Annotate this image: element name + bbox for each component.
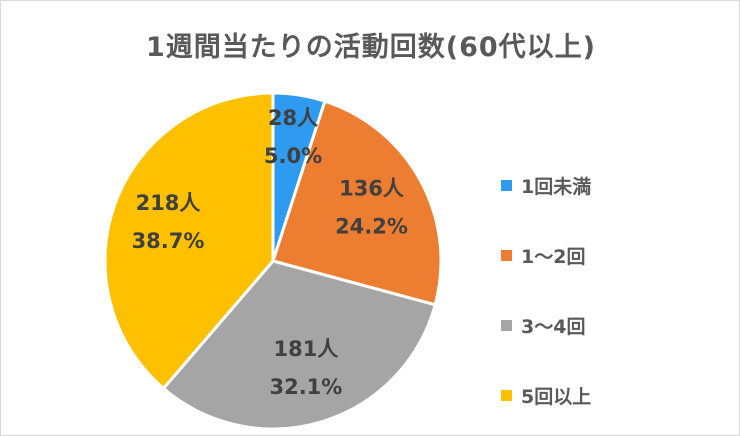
- legend-entry-1: 1回未満: [501, 173, 592, 198]
- legend-label-3: 3～4回: [521, 315, 586, 338]
- slice-percent-label-3: 32.1%: [269, 375, 342, 399]
- slice-count-label-2: 136人: [339, 177, 404, 201]
- slice-percent-label-2: 24.2%: [335, 215, 408, 239]
- legend: 1回未満 1～2回 3～4回 5回以上: [501, 173, 592, 435]
- legend-swatch-2: [501, 249, 512, 261]
- pie-slice-3: [161, 259, 437, 431]
- legend-entry-2: 1～2回: [501, 243, 591, 268]
- pie-slice-4: [103, 91, 275, 390]
- legend-swatch-1: [501, 179, 512, 191]
- slice-count-label-1: 28人: [268, 106, 318, 130]
- pie-slice-2: [271, 99, 443, 307]
- legend-label-1: 1回未満: [521, 175, 592, 198]
- chart-title: 1週間当たりの活動回数(60代以上): [145, 32, 597, 63]
- legend-swatch-3: [501, 319, 512, 331]
- legend-label-2: 1～2回: [521, 245, 586, 268]
- legend-label-4: 5回以上: [521, 385, 592, 408]
- slice-count-label-4: 218人: [136, 191, 201, 215]
- legend-entry-3: 3～4回: [501, 313, 591, 338]
- legend-entry-4: 5回以上: [501, 383, 592, 408]
- legend-swatch-4: [501, 389, 512, 401]
- slice-count-label-3: 181人: [273, 337, 338, 361]
- slice-percent-label-4: 38.7%: [132, 229, 205, 253]
- slice-percent-label-1: 5.0%: [264, 144, 322, 168]
